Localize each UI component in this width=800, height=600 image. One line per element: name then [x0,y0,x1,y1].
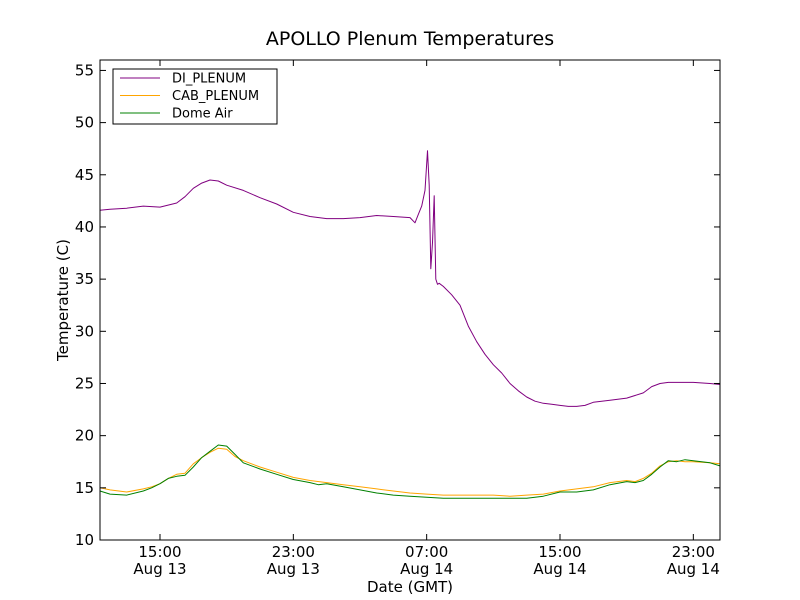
x-tick-label-date: Aug 14 [400,560,453,578]
series-line-dome-air [99,444,721,499]
y-tick-label: 25 [75,374,94,392]
x-tick-label-time: 23:00 [672,543,715,561]
x-tick-label-time: 07:00 [405,543,448,561]
y-tick-label: 10 [75,531,94,549]
legend: DI_PLENUM CAB_PLENUM Dome Air [112,68,278,125]
y-tick-label: 50 [75,114,94,132]
legend-label: Dome Air [172,107,233,122]
x-axis-label: Date (GMT) [367,578,453,596]
chart-title: APOLLO Plenum Temperatures [266,28,554,50]
y-tick-label: 15 [75,479,94,497]
y-axis-label: Temperature (C) [54,239,72,362]
y-tick-label: 30 [75,322,94,340]
y-tick-label: 20 [75,427,94,445]
y-tick-label: 55 [75,61,94,79]
legend-label: DI_PLENUM [172,72,246,87]
y-axis: 10 15 20 25 30 35 40 45 50 55 [75,61,720,549]
x-tick-label-time: 23:00 [272,543,315,561]
series-line-di-plenum [99,150,721,407]
x-tick-label-date: Aug 14 [533,560,586,578]
x-tick-label-date: Aug 13 [267,560,320,578]
y-tick-label: 45 [75,166,94,184]
y-tick-label: 40 [75,218,94,236]
y-tick-label: 35 [75,270,94,288]
x-tick-label-date: Aug 14 [667,560,720,578]
x-tick-label-time: 15:00 [538,543,581,561]
plot-lines [99,150,721,499]
plot-frame [99,59,721,541]
series-line-cab-plenum [99,447,721,497]
x-tick-label-time: 15:00 [138,543,181,561]
legend-label: CAB_PLENUM [172,89,259,104]
x-tick-label-date: Aug 13 [133,560,186,578]
